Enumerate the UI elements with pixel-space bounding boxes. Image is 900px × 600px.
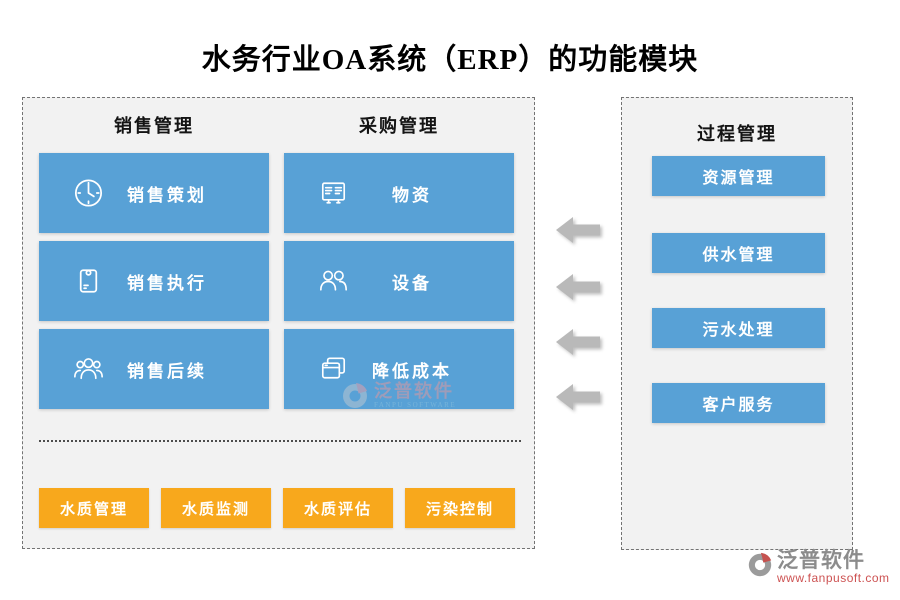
module-tile-label: 降低成本 — [372, 361, 452, 381]
module-tile-label: 设备 — [392, 273, 432, 293]
left-arrow-icon — [556, 274, 600, 300]
bulletin-board-icon — [315, 175, 352, 212]
left-arrow-icon — [556, 329, 600, 355]
watermark-url: www.fanpusoft.com — [777, 571, 890, 585]
sales-procurement-panel: 销售管理 采购管理 销售策划 销售执行 — [22, 97, 535, 549]
module-tile-cost-reduction[interactable]: 降低成本 — [284, 329, 514, 409]
column-header-sales: 销售管理 — [114, 116, 194, 136]
module-tile-label: 销售后续 — [127, 361, 207, 381]
customer-service-button[interactable]: 客户服务 — [652, 383, 825, 423]
left-arrow-icon — [556, 384, 600, 410]
column-header-process: 过程管理 — [697, 124, 777, 144]
water-supply-management-button[interactable]: 供水管理 — [652, 233, 825, 273]
two-people-icon — [315, 263, 352, 300]
water-quality-management-button[interactable]: 水质管理 — [39, 488, 149, 528]
resource-management-button[interactable]: 资源管理 — [652, 156, 825, 196]
module-tile-materials[interactable]: 物资 — [284, 153, 514, 233]
module-tile-label: 物资 — [392, 185, 432, 205]
left-arrow-icon — [556, 217, 600, 243]
process-management-panel: 过程管理 资源管理 供水管理 污水处理 客户服务 — [621, 97, 853, 550]
dotted-divider — [39, 440, 521, 442]
water-quality-assessment-button[interactable]: 水质评估 — [283, 488, 393, 528]
pollution-control-button[interactable]: 污染控制 — [405, 488, 515, 528]
people-group-icon — [70, 351, 107, 388]
footer-watermark: 泛普软件 www.fanpusoft.com — [746, 549, 890, 585]
module-tile-label: 销售策划 — [127, 185, 207, 205]
module-tile-sales-execution[interactable]: 销售执行 — [39, 241, 269, 321]
module-tile-sales-followup[interactable]: 销售后续 — [39, 329, 269, 409]
column-header-procurement: 采购管理 — [359, 116, 439, 136]
clock-icon — [70, 175, 107, 212]
module-tile-label: 销售执行 — [127, 273, 207, 293]
red-packet-icon — [70, 263, 107, 300]
module-tile-equipment[interactable]: 设备 — [284, 241, 514, 321]
page-title: 水务行业OA系统（ERP）的功能模块 — [201, 44, 699, 76]
water-quality-monitoring-button[interactable]: 水质监测 — [161, 488, 271, 528]
stacked-windows-icon — [315, 351, 352, 388]
sewage-treatment-button[interactable]: 污水处理 — [652, 308, 825, 348]
watermark-brand: 泛普软件 — [777, 548, 865, 572]
fanpu-logo-icon — [748, 552, 772, 577]
module-tile-sales-planning[interactable]: 销售策划 — [39, 153, 269, 233]
